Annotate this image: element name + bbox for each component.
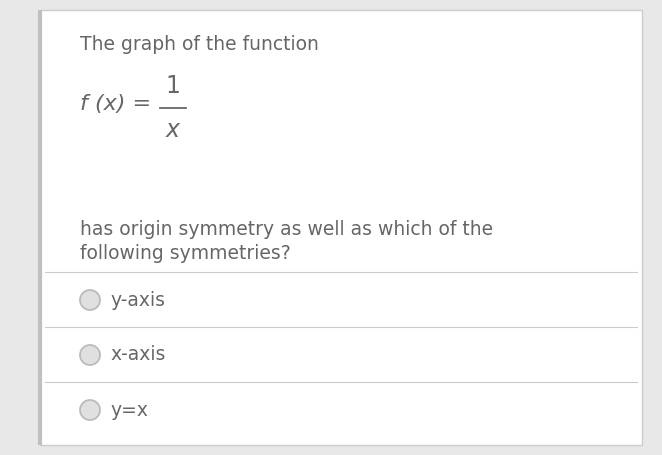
- Text: f (x) =: f (x) =: [80, 94, 158, 114]
- FancyBboxPatch shape: [40, 10, 642, 445]
- Text: x: x: [166, 118, 180, 142]
- Text: The graph of the function: The graph of the function: [80, 35, 319, 54]
- Circle shape: [80, 345, 100, 365]
- Text: x-axis: x-axis: [110, 345, 166, 364]
- Text: y=x: y=x: [110, 400, 148, 420]
- Text: following symmetries?: following symmetries?: [80, 244, 291, 263]
- Text: y-axis: y-axis: [110, 290, 165, 309]
- Text: has origin symmetry as well as which of the: has origin symmetry as well as which of …: [80, 220, 493, 239]
- Circle shape: [80, 290, 100, 310]
- Text: 1: 1: [166, 74, 181, 98]
- Circle shape: [80, 400, 100, 420]
